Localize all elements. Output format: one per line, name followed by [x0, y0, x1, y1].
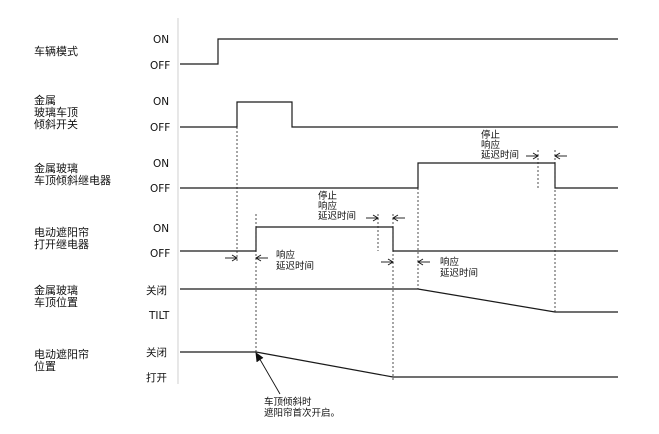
stop-delay-1-arrow: [366, 215, 405, 221]
level-high-sunshade-position: 关闭: [146, 346, 167, 359]
level-low-sunshade-relay: OFF: [150, 248, 170, 260]
label-tilt-switch: 金属 玻璃车顶 倾斜开关: [34, 93, 82, 131]
stop-delay-2-arrow: [526, 153, 567, 159]
waveform-sunshade-position: [180, 352, 618, 377]
label-sunshade-position: 电动遮阳帘 位置: [34, 347, 93, 373]
level-low-sunshade-position: 打开: [146, 371, 167, 384]
label-sunshade-relay: 电动遮阳帘 打开继电器: [34, 225, 93, 251]
waveform-tilt-relay: [180, 163, 618, 188]
waveform-roof-position: [180, 289, 618, 312]
level-high-roof-position: 关闭: [146, 284, 167, 297]
label-vehicle-mode: 车辆模式: [34, 44, 78, 58]
row-labels: 车辆模式 金属 玻璃车顶 倾斜开关 金属玻璃 车顶倾斜继电器 电动遮阳帘 打开继…: [34, 44, 111, 373]
stop-delay-2-label: 停止 响应 延迟时间: [481, 129, 519, 161]
level-low-vehicle-mode: OFF: [150, 60, 170, 72]
response-delay-2-label: 响应 延迟时间: [440, 256, 478, 279]
level-low-roof-position: TILT: [148, 310, 170, 322]
delay-arrows: [225, 153, 567, 394]
annotations: 停止 响应 延迟时间 停止 响应 延迟时间 响应 延迟时间 响应 延迟时间 车顶…: [264, 129, 519, 419]
waveform-sunshade-relay: [180, 227, 618, 251]
waveform-vehicle-mode: [180, 39, 618, 64]
waveforms: [180, 39, 618, 377]
note-label: 车顶倾斜时 遮阳帘首次开启。: [264, 396, 340, 419]
stop-delay-1-label: 停止 响应 延迟时间: [318, 190, 356, 222]
response-delay-1-label: 响应 延迟时间: [276, 249, 314, 272]
level-low-tilt-switch: OFF: [150, 122, 170, 134]
level-high-vehicle-mode: ON: [153, 34, 169, 46]
level-labels: ON OFF ON OFF ON OFF ON OFF 关闭 TILT 关闭 打…: [146, 34, 170, 384]
note-leader-arrow: [256, 353, 280, 394]
label-roof-position: 金属玻璃 车顶位置: [34, 283, 82, 309]
level-high-tilt-relay: ON: [153, 158, 169, 170]
response-delay-1-arrow: [225, 255, 268, 261]
waveform-tilt-switch: [180, 102, 618, 127]
level-high-sunshade-relay: ON: [153, 223, 169, 235]
label-tilt-relay: 金属玻璃 车顶倾斜继电器: [34, 161, 111, 187]
level-low-tilt-relay: OFF: [150, 183, 170, 195]
level-high-tilt-switch: ON: [153, 96, 169, 108]
response-delay-2-arrow: [381, 259, 430, 265]
